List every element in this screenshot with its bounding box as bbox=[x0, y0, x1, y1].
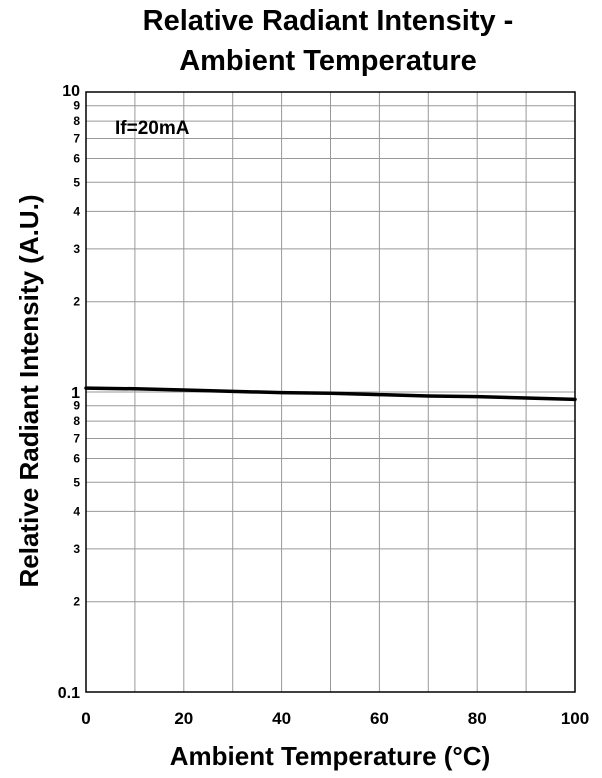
y-tick-label: 3 bbox=[73, 242, 80, 256]
y-tick-label: 0.1 bbox=[58, 685, 80, 702]
x-tick-label: 80 bbox=[468, 709, 487, 728]
x-tick-label: 20 bbox=[174, 709, 193, 728]
x-tick-label: 0 bbox=[81, 709, 90, 728]
x-tick-label: 60 bbox=[370, 709, 389, 728]
y-tick-label: 9 bbox=[73, 99, 80, 113]
y-tick-label: 7 bbox=[73, 131, 80, 145]
y-tick-label: 2 bbox=[73, 295, 80, 309]
y-tick-label: 2 bbox=[73, 595, 80, 609]
y-tick-label: 7 bbox=[73, 431, 80, 445]
chart-title-line-1: Relative Radiant Intensity - bbox=[143, 5, 514, 37]
y-tick-label: 3 bbox=[73, 542, 80, 556]
y-tick-label: 4 bbox=[73, 204, 80, 218]
chart-title-line-2: Ambient Temperature bbox=[179, 45, 477, 77]
y-tick-label: 5 bbox=[73, 475, 80, 489]
y-tick-label: 6 bbox=[73, 452, 80, 466]
y-tick-label: 6 bbox=[73, 152, 80, 166]
plot-frame bbox=[85, 91, 576, 693]
y-tick-label: 8 bbox=[73, 414, 80, 428]
y-tick-label: 5 bbox=[73, 175, 80, 189]
y-tick-label: 4 bbox=[73, 504, 80, 518]
series-group bbox=[84, 386, 577, 402]
x-tick-label: 40 bbox=[272, 709, 291, 728]
y-tick-label: 10 bbox=[62, 83, 80, 100]
y-tick-label: 9 bbox=[73, 399, 80, 413]
annotation-if: If=20mA bbox=[115, 118, 190, 139]
y-tick-label: 8 bbox=[73, 114, 80, 128]
y-tick-label: 1 bbox=[71, 385, 80, 402]
y-axis-title: Relative Radiant Intensity (A.U.) bbox=[14, 195, 44, 588]
x-axis-title: Ambient Temperature (°C) bbox=[170, 741, 491, 771]
x-tick-label: 100 bbox=[561, 709, 589, 728]
